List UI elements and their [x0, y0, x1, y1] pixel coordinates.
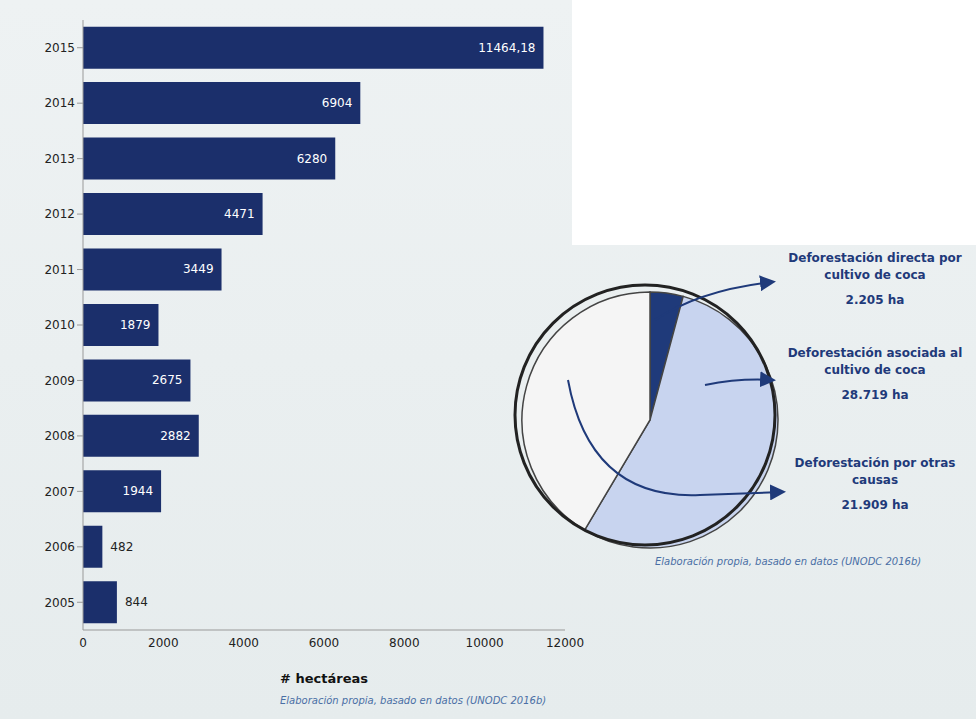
svg-text:2007: 2007	[44, 485, 75, 499]
svg-text:6280: 6280	[297, 152, 328, 166]
html-text:Deforestación directa por cult: Deforestación directa por cultivo de coc…	[788, 251, 962, 282]
svg-text:2675: 2675	[152, 373, 183, 387]
svg-text:10000: 10000	[466, 636, 504, 650]
svg-text:2015: 2015	[44, 41, 75, 55]
svg-text:6904: 6904	[322, 96, 353, 110]
svg-text:4000: 4000	[228, 636, 259, 650]
svg-text:2013: 2013	[44, 152, 75, 166]
svg-text:2009: 2009	[44, 374, 75, 388]
svg-text:2006: 2006	[44, 540, 75, 554]
svg-text:3449: 3449	[183, 262, 214, 276]
svg-text:2011: 2011	[44, 263, 75, 277]
svg-text:2000: 2000	[148, 636, 179, 650]
svg-text:1879: 1879	[120, 318, 151, 332]
svg-text:2882: 2882	[160, 429, 191, 443]
svg-text:2005: 2005	[44, 596, 75, 610]
svg-text:2010: 2010	[44, 318, 75, 332]
svg-text:1944: 1944	[123, 484, 154, 498]
svg-text:2014: 2014	[44, 96, 75, 110]
html-text:28.719 ha: 28.719 ha	[841, 388, 909, 402]
svg-text:6000: 6000	[309, 636, 340, 650]
html-text:Elaboración propia, basado en: Elaboración propia, basado en datos (UNO…	[280, 695, 547, 706]
svg-text:11464,18: 11464,18	[478, 41, 535, 55]
html-text:2.205 ha: 2.205 ha	[845, 293, 905, 307]
svg-text:482: 482	[110, 540, 133, 554]
svg-text:0: 0	[79, 636, 87, 650]
svg-text:12000: 12000	[546, 636, 584, 650]
html-text:Deforestación asociada al cult: Deforestación asociada al cultivo de coc…	[787, 346, 963, 377]
html-text:21.909 ha: 21.909 ha	[841, 498, 909, 512]
svg-text:# hectáreas: # hectáreas	[280, 671, 368, 686]
html-text:Deforestación por otras causas: Deforestación por otras causas	[794, 456, 956, 487]
svg-text:4471: 4471	[224, 207, 255, 221]
svg-text:844: 844	[125, 595, 148, 609]
svg-text:2012: 2012	[44, 207, 75, 221]
svg-text:2008: 2008	[44, 429, 75, 443]
html-text:Elaboración propia, basado en: Elaboración propia, basado en datos (UNO…	[655, 556, 922, 567]
svg-text:8000: 8000	[389, 636, 420, 650]
